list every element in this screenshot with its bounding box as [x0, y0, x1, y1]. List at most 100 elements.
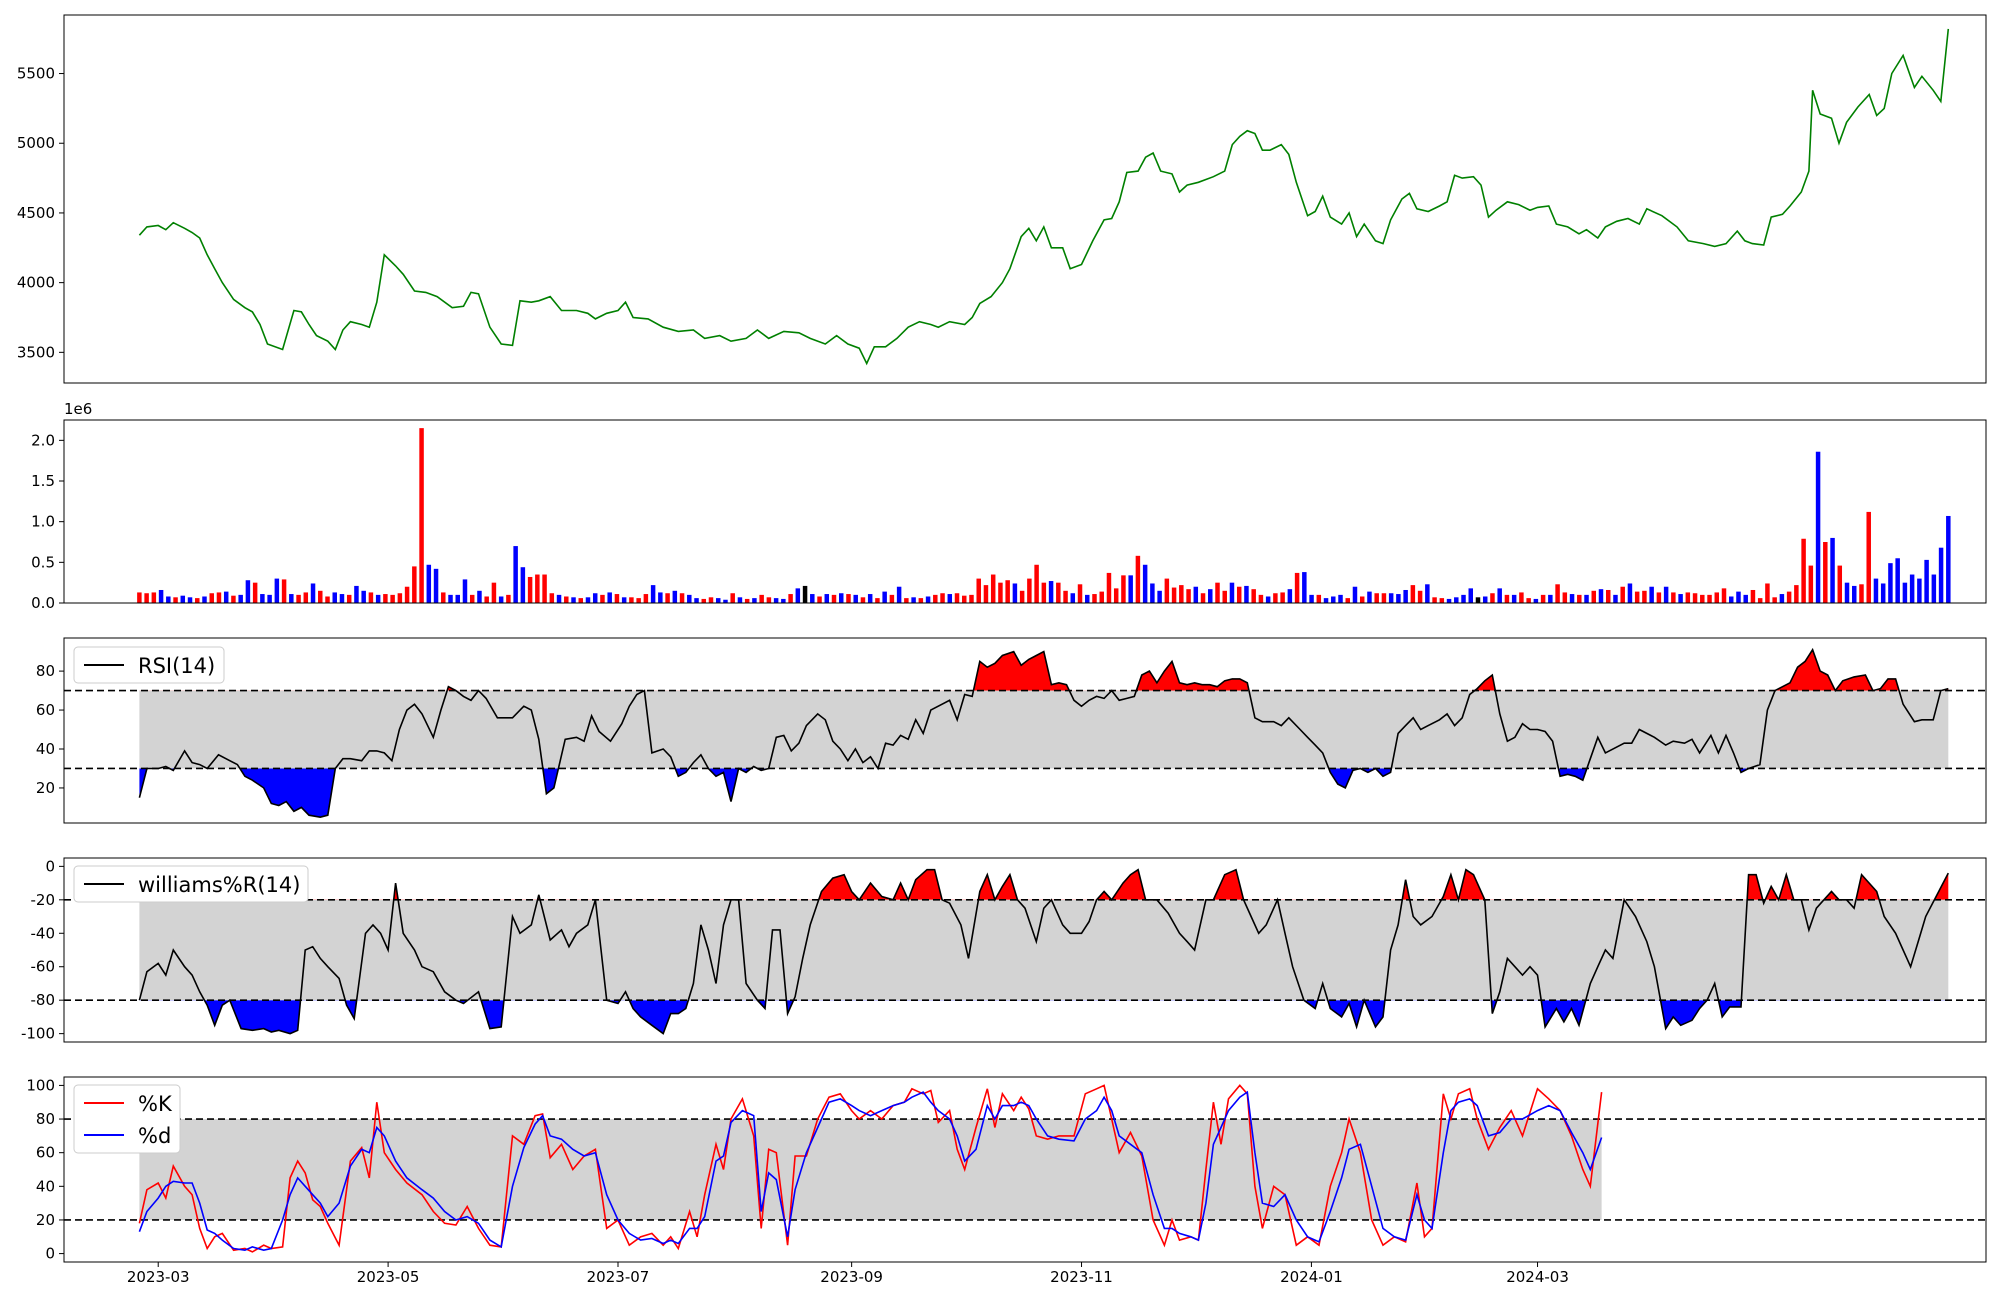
volume-bar — [766, 597, 772, 603]
volume-bar — [867, 594, 873, 603]
k-line — [138, 1084, 1603, 1253]
volume-bar — [354, 585, 359, 603]
williams-ytick-label: -40 — [31, 924, 56, 942]
volume-bar — [375, 594, 381, 603]
volume-bar — [1772, 597, 1777, 603]
volume-bar — [788, 594, 793, 603]
rsi-oversold-fill — [139, 768, 1949, 818]
volume-bar — [419, 428, 424, 603]
volume-bar — [672, 590, 678, 603]
volume-bar — [1345, 598, 1350, 603]
volume-bar — [1577, 594, 1582, 603]
volume-bar — [592, 593, 598, 603]
volume-bar — [1374, 593, 1379, 603]
volume-bar — [708, 597, 714, 603]
volume-bar — [1909, 574, 1915, 603]
volume-bar — [781, 598, 786, 603]
volume-bar — [166, 596, 171, 603]
volume-bar — [1041, 582, 1047, 603]
volume-bar — [846, 594, 851, 603]
volume-bar — [1099, 591, 1104, 603]
x-tick-label: 2023-05 — [357, 1268, 420, 1286]
volume-bar — [969, 594, 974, 603]
volume-bar — [202, 596, 207, 603]
volume-bar — [361, 590, 366, 603]
volume-bar — [1092, 594, 1097, 603]
volume-bar — [1511, 594, 1517, 603]
volume-bar — [303, 592, 309, 603]
volume-bar — [723, 599, 728, 603]
volume-bar — [238, 594, 243, 603]
volume-bar — [441, 592, 446, 603]
volume-bar — [643, 594, 649, 603]
volume-bar — [564, 596, 569, 603]
stochastic-legend: %K %d — [73, 1084, 181, 1154]
volume-bar — [1417, 590, 1423, 603]
volume-bar — [1012, 583, 1018, 603]
volume-bar — [426, 564, 432, 603]
volume-bar — [679, 593, 685, 603]
volume-bar — [1048, 581, 1054, 603]
volume-bar — [730, 593, 735, 603]
volume-ytick-label: 1.5 — [31, 472, 55, 490]
volume-bar — [1352, 586, 1358, 603]
volume-bar — [1027, 578, 1032, 603]
stochastic-ytick-label: 60 — [36, 1144, 55, 1162]
williams-legend: williams%R(14) — [73, 865, 309, 903]
volume-bar — [1548, 594, 1553, 603]
volume-ytick-label: 0.0 — [31, 594, 55, 612]
volume-bar — [1396, 594, 1401, 603]
volume-bar — [397, 593, 403, 603]
volume-bar — [1106, 572, 1112, 603]
volume-bar — [737, 597, 743, 603]
volume-bar — [875, 598, 880, 603]
volume-bar — [1388, 593, 1394, 603]
volume-bar — [281, 579, 287, 603]
volume-bar — [1584, 594, 1589, 603]
volume-bar — [998, 582, 1003, 603]
volume-bar — [1142, 564, 1148, 603]
volume-bar — [245, 580, 251, 603]
volume-bar — [1519, 592, 1524, 603]
x-tick-label: 2023-09 — [820, 1268, 883, 1286]
volume-bar — [1425, 584, 1430, 603]
volume-bar — [1569, 594, 1575, 603]
volume-bar — [896, 586, 902, 603]
volume-ytick-label: 2.0 — [31, 431, 55, 449]
volume-bar — [571, 597, 576, 603]
stochastic-ytick-label: 80 — [36, 1110, 55, 1128]
volume-bar — [1729, 596, 1734, 603]
volume-bar — [368, 592, 374, 603]
price-ytick-label: 5500 — [17, 65, 55, 83]
volume-bar — [839, 593, 844, 603]
rsi-legend: RSI(14) — [73, 646, 225, 684]
volume-bar — [889, 594, 895, 603]
volume-bar — [578, 598, 583, 603]
volume-bar — [1077, 584, 1083, 603]
volume-bar — [390, 594, 395, 603]
volume-bar — [260, 594, 265, 603]
volume-bar — [1309, 594, 1314, 603]
volume-bar — [1121, 575, 1126, 603]
volume-bar — [455, 594, 460, 603]
volume-bar — [962, 595, 967, 603]
volume-bar — [1338, 594, 1343, 603]
volume-bar — [990, 574, 996, 603]
rsi-overbought-fill — [447, 649, 1949, 691]
volume-bar — [1331, 596, 1336, 603]
volume-bar — [296, 594, 301, 603]
volume-bar — [1236, 586, 1242, 603]
volume-bar — [1591, 590, 1597, 603]
price-panel: 3500 4000 4500 5000 5500 — [17, 14, 1987, 384]
volume-bar — [1200, 593, 1206, 603]
price-frame — [63, 14, 1987, 384]
volume-bar — [1786, 591, 1792, 603]
volume-bar — [1880, 583, 1886, 603]
volume-bar — [1294, 572, 1300, 603]
volume-bar — [715, 598, 721, 603]
price-ytick-label: 4000 — [17, 274, 55, 292]
volume-bar — [1540, 594, 1546, 603]
volume-bar — [1765, 583, 1770, 603]
volume-bar — [484, 596, 489, 603]
k-legend-label: %K — [138, 1092, 173, 1116]
